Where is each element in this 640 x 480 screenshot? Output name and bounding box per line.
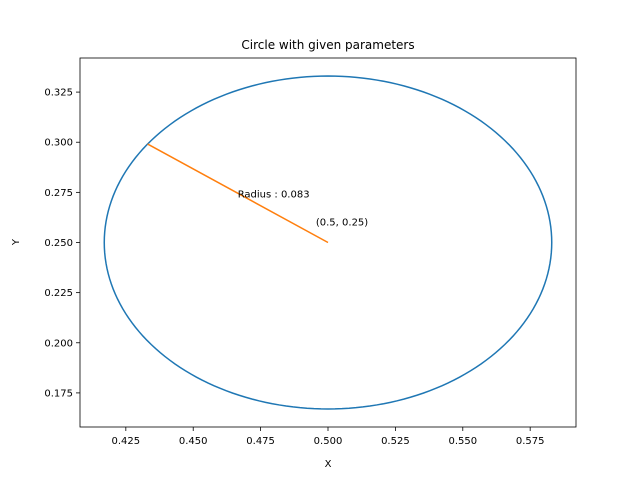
radius-annotation: Radius : 0.083 bbox=[238, 189, 310, 200]
x-tick-label: 0.575 bbox=[516, 436, 545, 447]
x-tick-label: 0.525 bbox=[381, 436, 410, 447]
center-annotation: (0.5, 0.25) bbox=[316, 217, 368, 228]
radius-line-series bbox=[147, 143, 329, 244]
y-tick-label: 0.275 bbox=[44, 188, 73, 199]
x-tick-label: 0.500 bbox=[314, 436, 343, 447]
y-axis-label: Y bbox=[11, 238, 22, 246]
chart-title: Circle with given parameters bbox=[241, 38, 414, 52]
x-axis-label: X bbox=[325, 459, 332, 470]
x-tick-label: 0.475 bbox=[246, 436, 275, 447]
x-tick-label: 0.550 bbox=[448, 436, 477, 447]
y-tick-label: 0.300 bbox=[44, 138, 73, 149]
y-tick-label: 0.200 bbox=[44, 338, 73, 349]
x-tick-label: 0.425 bbox=[112, 436, 141, 447]
x-tick-label: 0.450 bbox=[179, 436, 208, 447]
axis-ticks: 0.425 0.450 0.475 0.500 0.525 0.550 0.575 0.175… bbox=[44, 88, 544, 447]
circle-series bbox=[103, 75, 553, 410]
y-tick-label: 0.250 bbox=[44, 238, 73, 249]
y-tick-label: 0.225 bbox=[44, 288, 73, 299]
y-tick-label: 0.175 bbox=[44, 388, 73, 399]
y-tick-label: 0.325 bbox=[44, 88, 73, 99]
